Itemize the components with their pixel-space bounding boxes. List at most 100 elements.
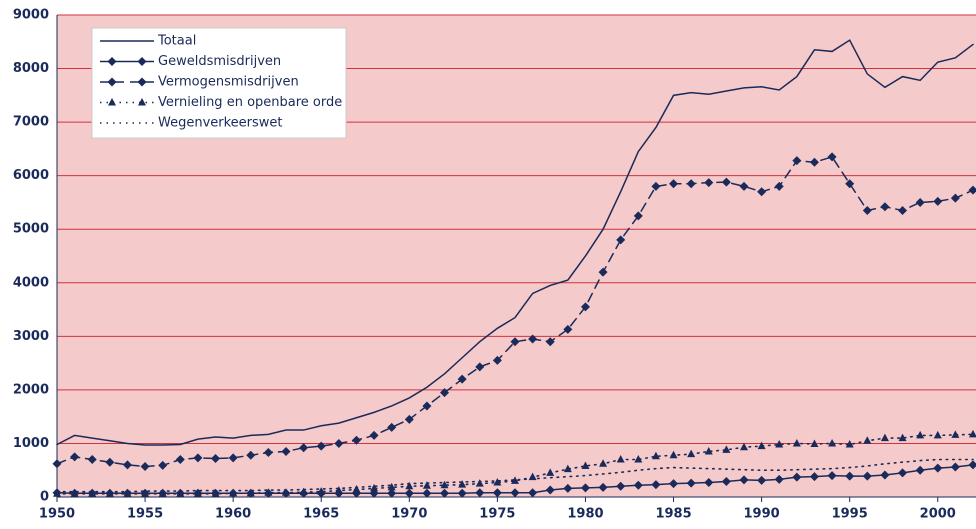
point [774, 181, 784, 191]
point [351, 435, 361, 445]
point [387, 482, 396, 491]
point [511, 476, 519, 484]
point [792, 472, 802, 482]
point [616, 235, 626, 245]
point [880, 433, 889, 442]
point [369, 430, 379, 440]
point [686, 179, 696, 189]
point [193, 453, 203, 463]
point [211, 489, 220, 497]
point [968, 185, 976, 195]
point [633, 480, 643, 490]
point [175, 455, 185, 465]
point [493, 478, 502, 486]
point [933, 430, 942, 439]
point [246, 450, 256, 460]
point [457, 374, 467, 384]
point [299, 443, 309, 453]
point [898, 468, 908, 478]
point [792, 438, 801, 447]
point [52, 459, 62, 469]
point [317, 487, 326, 495]
point [862, 205, 872, 215]
point [229, 488, 238, 497]
point [53, 489, 61, 497]
point [475, 479, 484, 487]
point [950, 462, 960, 472]
y-tick-label: 4000 [13, 275, 49, 290]
legend-label: Totaal [157, 34, 196, 49]
point [228, 453, 238, 463]
point [440, 488, 450, 498]
point [827, 152, 837, 162]
point [404, 414, 414, 424]
point [686, 478, 696, 488]
y-tick-label: 8000 [13, 61, 49, 76]
y-tick-label: 5000 [13, 222, 49, 237]
x-tick-label: 1970 [391, 507, 427, 522]
point [845, 471, 855, 481]
point [580, 483, 590, 493]
point [933, 463, 943, 473]
point [370, 483, 379, 492]
point [616, 455, 625, 463]
y-tick-label: 6000 [13, 168, 49, 183]
point [122, 460, 132, 470]
point [211, 453, 221, 463]
x-tick-label: 2000 [920, 507, 956, 522]
x-tick-label: 1995 [832, 507, 868, 522]
point [528, 334, 538, 344]
y-tick-label: 9000 [13, 8, 49, 23]
point [916, 430, 925, 439]
point [757, 475, 767, 485]
point [510, 488, 520, 498]
point [951, 430, 960, 438]
point [740, 442, 748, 451]
y-tick-label: 3000 [13, 329, 49, 344]
point [264, 488, 273, 496]
point [599, 459, 608, 467]
point [704, 178, 714, 188]
point [969, 429, 976, 438]
point [545, 337, 555, 347]
point [616, 481, 626, 491]
point [810, 439, 819, 447]
point [546, 468, 555, 476]
point [528, 488, 538, 498]
point [563, 464, 572, 473]
point [475, 362, 485, 372]
point [105, 457, 115, 467]
y-tick-label: 0 [40, 490, 49, 505]
legend-marker [137, 77, 147, 87]
point [634, 455, 643, 463]
point [774, 474, 784, 484]
point [440, 388, 450, 398]
point [722, 445, 731, 453]
point [809, 472, 819, 482]
point [739, 181, 749, 191]
point [387, 422, 397, 432]
point [687, 449, 696, 458]
point [263, 448, 273, 458]
point [968, 460, 976, 470]
legend-label: Geweldsmisdrijven [158, 54, 281, 69]
point [704, 446, 713, 455]
x-tick-label: 1950 [39, 507, 75, 522]
point [863, 436, 872, 444]
y-tick-label: 7000 [13, 115, 49, 130]
point [598, 482, 608, 492]
point [721, 476, 731, 486]
point [334, 438, 344, 448]
x-tick-label: 1980 [567, 507, 603, 522]
legend-marker [107, 57, 117, 66]
point [404, 488, 414, 498]
point [651, 480, 661, 490]
legend-box [91, 27, 347, 139]
point [316, 441, 326, 451]
x-tick-label: 1955 [127, 507, 163, 522]
point [193, 489, 202, 497]
point [492, 488, 502, 498]
point [669, 479, 679, 489]
x-tick-label: 1985 [655, 507, 691, 522]
point [158, 460, 168, 470]
